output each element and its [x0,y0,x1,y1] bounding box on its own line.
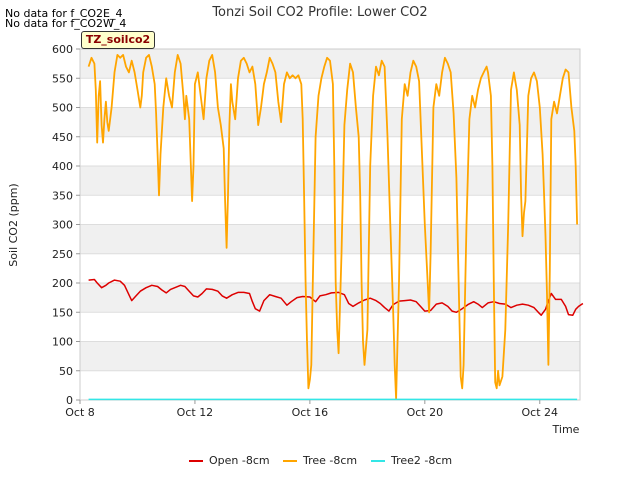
band-250 [80,224,580,254]
y-tick-label: 550 [52,72,73,85]
series-line-open-8cm [88,278,584,316]
y-tick-label: 50 [59,365,73,378]
band-450 [80,107,580,137]
no-data-message-co2w: No data for f_CO2W_4 [5,17,127,30]
y-tick-label: 500 [52,102,73,115]
y-axis-ticks: 0 50 100 150 200 250 300 350 400 450 500 550 600 [52,43,80,407]
x-tick-label: Oct 16 [292,406,329,419]
y-tick-label: 250 [52,248,73,261]
y-tick-label: 450 [52,131,73,144]
legend: Open -8cm Tree -8cm Tree2 -8cm [0,454,640,468]
legend-label-open: Open -8cm [209,454,270,467]
x-tick-label: Oct 12 [177,406,214,419]
y-tick-label: 200 [52,277,73,290]
legend-swatch-open [189,460,203,462]
band-300 [80,195,580,225]
band-50 [80,341,580,371]
y-tick-label: 150 [52,306,73,319]
legend-swatch-tree [283,460,297,462]
band-350 [80,166,580,196]
y-tick-label: 100 [52,336,73,349]
chart-title: Tonzi Soil CO2 Profile: Lower CO2 [211,5,427,20]
band-100 [80,312,580,342]
y-tick-label: 0 [66,394,73,407]
band-200 [80,253,580,283]
x-axis-ticks: Oct 8 Oct 12 Oct 16 Oct 20 Oct 24 [65,400,558,419]
x-tick-label: Oct 20 [407,406,444,419]
site-tag-badge: TZ_soilco2 [81,31,155,49]
x-axis-label: Time [552,423,580,436]
legend-label-tree2: Tree2 -8cm [391,454,453,467]
legend-swatch-tree2 [371,460,385,462]
series-line-tree-8cm [87,54,578,400]
y-tick-label: 400 [52,160,73,173]
band-150 [80,283,580,313]
band-400 [80,136,580,166]
y-tick-label: 300 [52,219,73,232]
y-tick-label: 350 [52,189,73,202]
y-axis-label: Soil CO2 (ppm) [7,183,20,266]
legend-label-tree: Tree -8cm [303,454,358,467]
series-lines [87,54,584,401]
band-0 [80,370,580,400]
no-data-message-co2e: No data for f_CO2E_4 [5,7,123,20]
x-tick-label: Oct 8 [65,406,95,419]
x-tick-label: Oct 24 [522,406,559,419]
y-tick-label: 600 [52,43,73,56]
